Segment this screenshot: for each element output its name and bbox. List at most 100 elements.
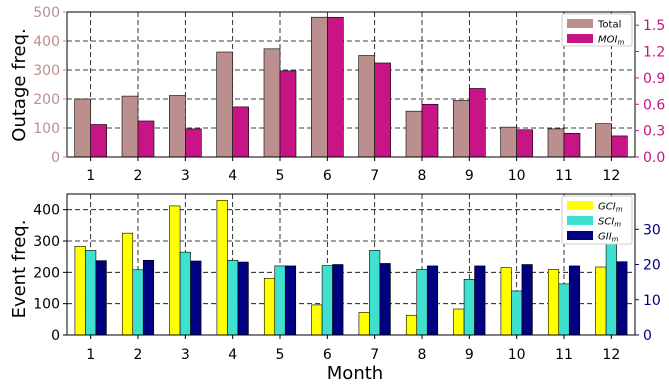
- bar-gci-5: [263, 277, 276, 336]
- x-tick-label: 10: [508, 168, 526, 184]
- bar-total-5: [263, 48, 281, 158]
- bar-gci-7: [358, 312, 370, 336]
- y-tick-label: 100: [33, 297, 60, 313]
- bar-moi-1: [90, 124, 107, 158]
- x-tick-label: 3: [181, 168, 190, 184]
- bar-moi-9: [469, 88, 486, 158]
- bar-sci-12: [605, 243, 617, 336]
- plot-frame: [66, 11, 636, 158]
- x-tick-label: 11: [555, 347, 573, 363]
- bar-gii-11: [568, 265, 581, 336]
- x-tick-label: 7: [370, 347, 379, 363]
- bar-gci-12: [595, 266, 607, 336]
- bar-total-3: [169, 95, 186, 158]
- bar-gci-3: [169, 205, 181, 336]
- bar-sci-5: [274, 265, 286, 336]
- x-tick-label: 1: [86, 347, 95, 363]
- y2-tick-label: 0.6: [643, 97, 665, 113]
- bar-total-4: [216, 51, 233, 158]
- y2-tick-label: 1.2: [643, 45, 665, 61]
- x-tick-label: 5: [276, 168, 285, 184]
- y2-tick-label: 0.9: [643, 71, 665, 87]
- bar-moi-3: [185, 128, 202, 158]
- x-tick-label: 4: [228, 347, 237, 363]
- bar-gii-5: [284, 265, 297, 336]
- bar-gii-7: [379, 263, 391, 336]
- legend-swatch-gci: [567, 201, 593, 210]
- bar-total-10: [500, 126, 517, 158]
- bar-gii-4: [237, 261, 249, 336]
- bar-gii-8: [426, 265, 439, 336]
- bar-moi-12: [611, 135, 628, 158]
- bar-sci-3: [179, 251, 191, 336]
- y-tick-label: 0: [51, 328, 60, 344]
- y2-tick-label: 10: [643, 293, 661, 309]
- bar-total-1: [74, 98, 91, 158]
- bar-gii-9: [474, 265, 486, 336]
- x-tick-label: 8: [418, 347, 427, 363]
- bar-total-9: [453, 100, 470, 158]
- x-tick-label: 3: [181, 347, 190, 363]
- bar-gci-10: [500, 267, 512, 336]
- legend-swatch-total: [567, 19, 593, 28]
- bar-sci-2: [132, 269, 144, 336]
- bar-gii-1: [95, 260, 107, 336]
- bar-gii-2: [142, 259, 155, 336]
- bar-sci-11: [558, 283, 570, 336]
- x-tick-label: 8: [418, 168, 427, 184]
- bar-total-12: [595, 123, 612, 158]
- y2-tick-label: 0.3: [643, 124, 665, 140]
- y2-tick-label: 0: [643, 328, 652, 344]
- y-tick-label: 300: [33, 63, 60, 79]
- bar-gii-6: [332, 264, 344, 336]
- top-y-axis-label: Outage freq.: [9, 28, 30, 141]
- bar-gci-11: [547, 269, 560, 336]
- x-tick-label: 6: [323, 347, 332, 363]
- y2-tick-label: 0.0: [643, 150, 665, 166]
- bar-gii-12: [616, 261, 628, 336]
- legend-label-total: Total: [597, 20, 621, 31]
- y-tick-label: 500: [33, 5, 60, 21]
- y-tick-label: 400: [33, 203, 60, 219]
- y-tick-label: 300: [33, 234, 60, 250]
- y2-tick-label: 20: [643, 258, 661, 274]
- y-tick-label: 100: [33, 121, 60, 137]
- y2-tick-label: 1.5: [643, 18, 665, 34]
- x-tick-label: 5: [276, 347, 285, 363]
- x-tick-label: 9: [465, 168, 474, 184]
- y-tick-label: 400: [33, 34, 60, 50]
- bar-moi-8: [421, 103, 439, 158]
- x-tick-label: 1: [86, 168, 95, 184]
- bar-sci-1: [85, 250, 97, 336]
- x-tick-label: 4: [228, 168, 237, 184]
- legend-swatch-sci: [567, 216, 593, 225]
- bar-moi-10: [516, 129, 533, 158]
- bar-gci-8: [405, 314, 418, 336]
- bar-moi-6: [327, 16, 344, 158]
- x-tick-label: 11: [555, 168, 573, 184]
- bar-total-7: [358, 55, 375, 158]
- y-tick-label: 200: [33, 265, 60, 281]
- bar-moi-4: [232, 106, 249, 158]
- bar-sci-4: [227, 259, 239, 336]
- bar-moi-2: [137, 120, 155, 158]
- bar-gci-2: [121, 232, 134, 336]
- bar-gii-3: [190, 260, 202, 336]
- x-tick-label: 9: [465, 347, 474, 363]
- bar-sci-7: [369, 250, 381, 336]
- bar-total-2: [121, 95, 139, 158]
- bottom-y-axis-label: Event freq.: [9, 220, 30, 319]
- bar-moi-5: [279, 70, 297, 158]
- bar-total-6: [311, 16, 328, 158]
- x-tick-label: 10: [508, 347, 526, 363]
- x-tick-label: 7: [370, 168, 379, 184]
- x-tick-label: 2: [134, 347, 143, 363]
- bar-sci-10: [511, 290, 523, 336]
- bar-gci-1: [74, 246, 86, 336]
- x-tick-label: 2: [134, 168, 143, 184]
- bar-gci-4: [216, 199, 228, 336]
